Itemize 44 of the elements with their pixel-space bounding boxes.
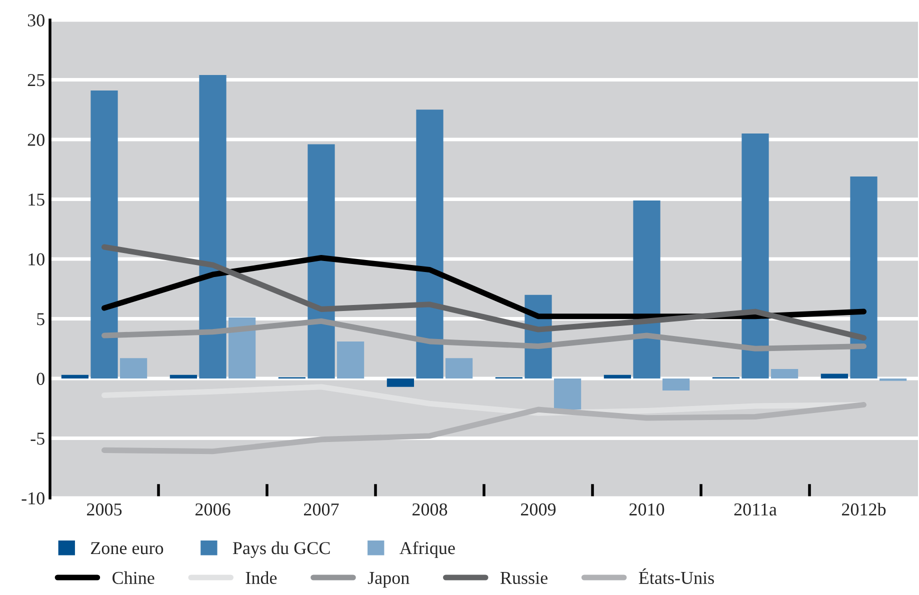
x-tick-label: 2010 bbox=[629, 503, 664, 516]
bar bbox=[228, 318, 256, 378]
legend-label: Russie bbox=[500, 572, 548, 584]
legend-label: Zone euro bbox=[90, 542, 164, 554]
bar bbox=[308, 144, 335, 378]
legend-label: Pays du GCC bbox=[232, 542, 330, 558]
y-tick-label: -5 bbox=[30, 432, 44, 445]
x-tick-label: 2012b bbox=[842, 502, 886, 516]
y-tick-label: 10 bbox=[28, 253, 44, 266]
bar bbox=[770, 368, 798, 378]
y-tick-label: 5 bbox=[37, 313, 44, 326]
y-tick-label: 15 bbox=[28, 194, 44, 206]
bar bbox=[633, 200, 660, 378]
legend-label: Chine bbox=[112, 571, 154, 584]
y-tick-label: 20 bbox=[28, 134, 44, 146]
bar bbox=[850, 176, 878, 378]
legend-label: États-Unis bbox=[638, 568, 714, 584]
bar bbox=[199, 74, 226, 378]
legend-label: Inde bbox=[246, 571, 277, 584]
bar bbox=[662, 378, 690, 390]
x-tick-label: 2009 bbox=[520, 503, 556, 516]
bar bbox=[445, 358, 473, 378]
bar bbox=[386, 378, 414, 387]
legend-label: Japon bbox=[368, 572, 410, 588]
bar bbox=[336, 341, 364, 378]
bar bbox=[554, 378, 582, 410]
x-tick-label: 2007 bbox=[304, 503, 339, 516]
y-tick-label: 30 bbox=[28, 14, 44, 26]
bar bbox=[170, 374, 198, 378]
bar bbox=[742, 134, 769, 378]
y-tick-label: 0 bbox=[36, 372, 44, 385]
bar bbox=[61, 374, 89, 378]
bar bbox=[120, 358, 148, 378]
x-tick-label: 2005 bbox=[86, 503, 122, 516]
bar bbox=[90, 90, 118, 378]
x-tick-label: 2011a bbox=[734, 503, 777, 516]
x-tick-label: 2008 bbox=[412, 503, 448, 516]
x-tick-label: 2006 bbox=[195, 503, 230, 516]
y-tick-label: 25 bbox=[28, 74, 44, 86]
legend-label: Afrique bbox=[400, 541, 455, 558]
y-tick-label: -10 bbox=[22, 492, 44, 504]
bar bbox=[416, 110, 444, 378]
bar bbox=[820, 374, 848, 378]
bar bbox=[604, 374, 632, 378]
